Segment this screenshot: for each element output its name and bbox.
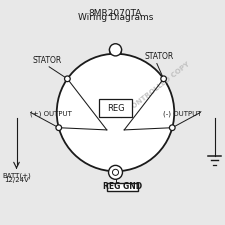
Text: 8MR2070TA: 8MR2070TA xyxy=(89,9,142,18)
Text: UNCONTROLLED COPY: UNCONTROLLED COPY xyxy=(118,61,191,120)
Text: REG: REG xyxy=(107,104,124,112)
Circle shape xyxy=(57,54,174,171)
Text: BATT(+): BATT(+) xyxy=(2,172,31,179)
Text: (+) OUTPUT: (+) OUTPUT xyxy=(29,110,71,117)
Text: 12/24V: 12/24V xyxy=(4,177,29,183)
Text: STATOR: STATOR xyxy=(32,56,62,65)
Circle shape xyxy=(56,125,62,130)
Circle shape xyxy=(65,76,70,82)
Circle shape xyxy=(108,165,122,179)
Circle shape xyxy=(161,76,166,82)
Text: (-) OUTPUT: (-) OUTPUT xyxy=(163,110,201,117)
Text: Wiring Diagrams: Wiring Diagrams xyxy=(78,14,153,22)
FancyBboxPatch shape xyxy=(99,99,132,117)
FancyBboxPatch shape xyxy=(107,182,138,191)
Circle shape xyxy=(109,44,122,56)
Text: STATOR: STATOR xyxy=(144,52,174,61)
Text: REG GND: REG GND xyxy=(103,182,142,191)
Circle shape xyxy=(169,125,175,130)
